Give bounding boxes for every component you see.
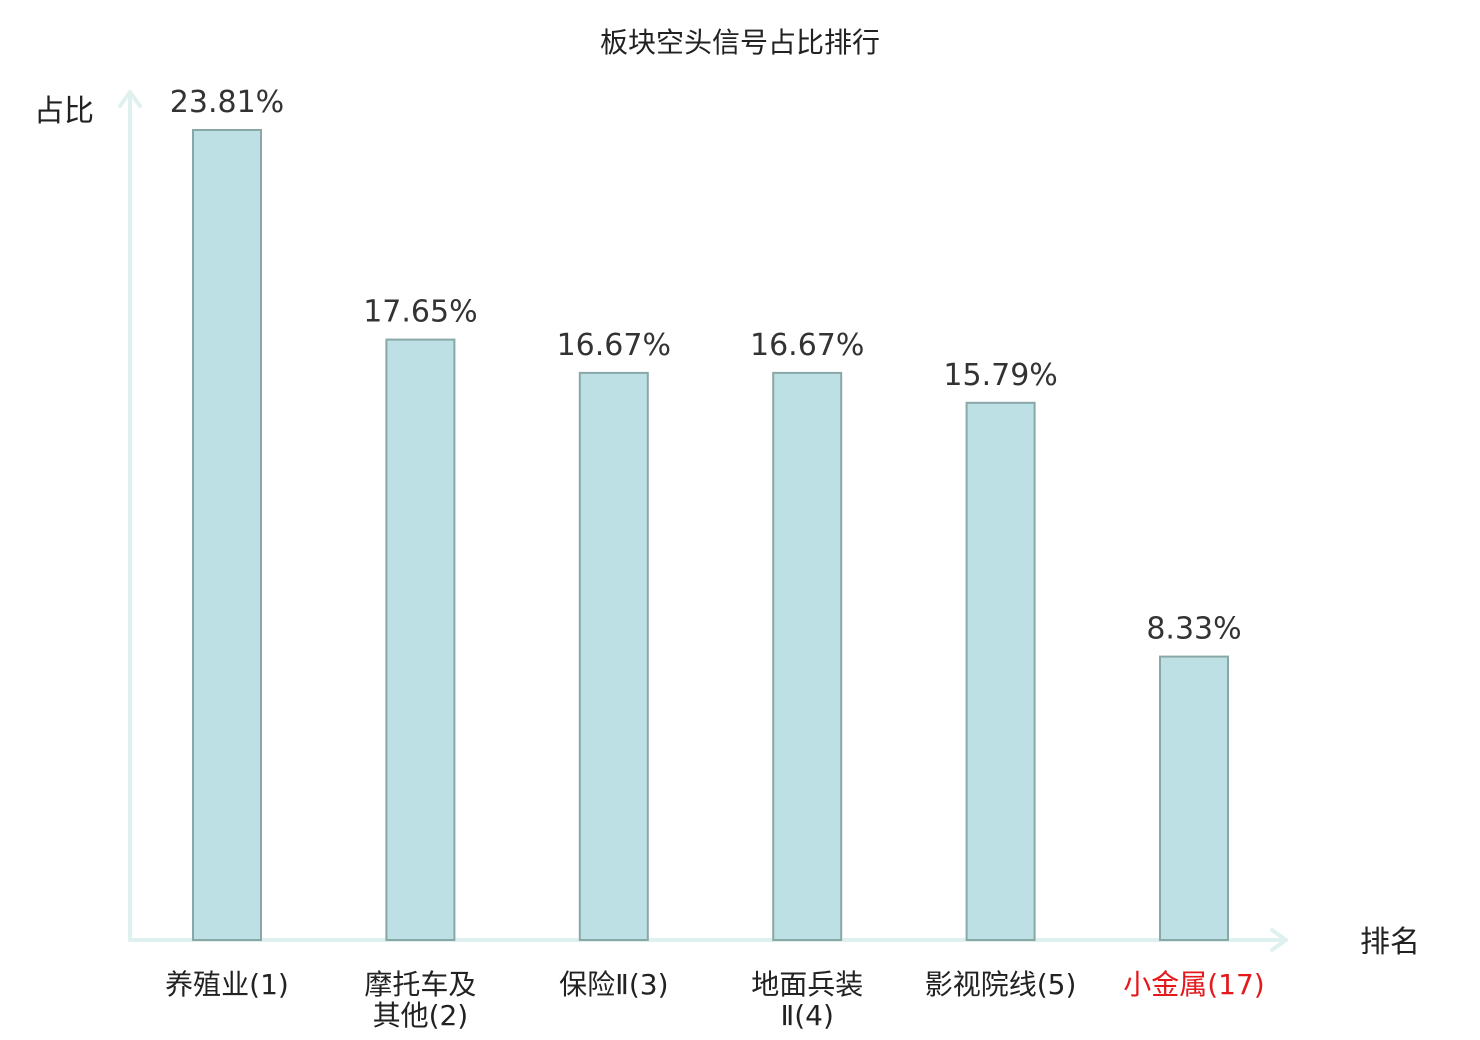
bar-6 xyxy=(1159,655,1229,941)
value-label-6: 8.33% xyxy=(1146,612,1241,647)
value-label-2: 17.65% xyxy=(363,295,477,330)
value-label-4: 16.67% xyxy=(750,328,864,363)
bar-5 xyxy=(965,401,1036,941)
category-label-4: 地面兵装 Ⅱ(4) xyxy=(751,968,863,1032)
bar-3 xyxy=(578,371,649,941)
value-label-3: 16.67% xyxy=(557,328,671,363)
bar-4 xyxy=(772,371,843,941)
y-axis-arrow xyxy=(118,90,142,108)
category-label-6: 小金属(17) xyxy=(1123,968,1264,1001)
value-label-1: 23.81% xyxy=(170,85,284,120)
value-label-5: 15.79% xyxy=(943,358,1057,393)
category-label-2: 摩托车及其他(2) xyxy=(364,968,476,1032)
category-label-3: 保险Ⅱ(3) xyxy=(559,968,668,1001)
category-label-1: 养殖业(1) xyxy=(165,968,289,1001)
category-labels-group: 养殖业(1) 摩托车及其他(2) 保险Ⅱ(3) 地面兵装 Ⅱ(4) 影视院线(5) 小金属(… xyxy=(165,968,1265,1032)
axes xyxy=(118,90,1288,952)
bar-2 xyxy=(385,338,456,942)
bar-1 xyxy=(192,129,262,941)
category-label-5: 影视院线(5) xyxy=(925,968,1077,1001)
chart-title: 板块空头信号占比排行 xyxy=(600,26,880,59)
bars-group xyxy=(192,129,1229,942)
value-labels-group: 23.81% 17.65% 16.67% 16.67% 15.79% 8.33% xyxy=(170,85,1242,647)
y-axis-title: 占比 xyxy=(34,94,94,129)
x-axis-arrow xyxy=(1270,928,1288,952)
x-axis-title: 排名 xyxy=(1360,925,1420,960)
